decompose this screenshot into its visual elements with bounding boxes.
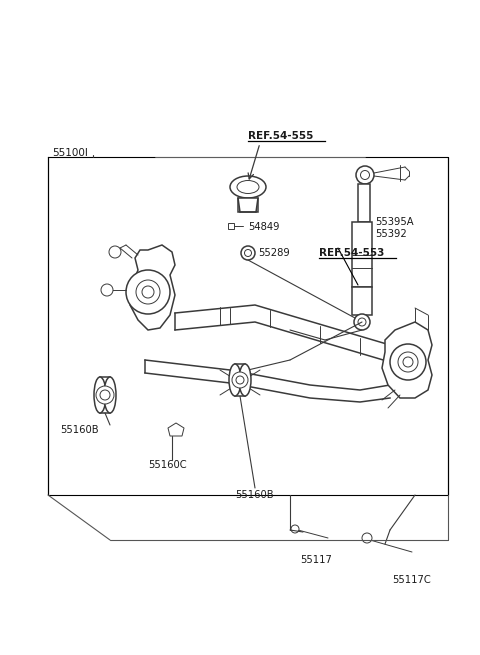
Circle shape (390, 344, 426, 380)
Circle shape (100, 390, 110, 400)
Ellipse shape (230, 176, 266, 198)
Circle shape (101, 284, 113, 296)
Text: 55160B: 55160B (235, 490, 274, 500)
Circle shape (358, 318, 366, 326)
Circle shape (236, 376, 244, 384)
Circle shape (126, 270, 170, 314)
Circle shape (356, 166, 374, 184)
Text: REF.54-555: REF.54-555 (248, 131, 313, 141)
Circle shape (291, 525, 299, 533)
Circle shape (362, 533, 372, 543)
Text: 55117C: 55117C (392, 575, 431, 585)
Ellipse shape (94, 377, 106, 413)
Circle shape (109, 246, 121, 258)
Polygon shape (130, 245, 175, 330)
FancyBboxPatch shape (235, 364, 245, 396)
Circle shape (136, 280, 160, 304)
Circle shape (244, 250, 252, 257)
FancyBboxPatch shape (352, 222, 372, 287)
FancyBboxPatch shape (228, 223, 234, 229)
Text: 55392: 55392 (375, 229, 407, 239)
Text: 55160B: 55160B (60, 425, 98, 435)
FancyBboxPatch shape (358, 184, 370, 222)
Text: 55395A: 55395A (375, 217, 414, 227)
Text: REF.54-553: REF.54-553 (319, 248, 384, 258)
Circle shape (403, 357, 413, 367)
Circle shape (232, 372, 248, 388)
FancyBboxPatch shape (352, 287, 372, 315)
Ellipse shape (229, 364, 241, 396)
Polygon shape (168, 423, 184, 436)
Polygon shape (382, 322, 432, 398)
Text: 55117: 55117 (300, 555, 332, 565)
Circle shape (360, 170, 370, 179)
Ellipse shape (104, 377, 116, 413)
FancyBboxPatch shape (100, 377, 110, 413)
Ellipse shape (239, 364, 251, 396)
Circle shape (142, 286, 154, 298)
Circle shape (96, 386, 114, 404)
Circle shape (241, 246, 255, 260)
Circle shape (354, 314, 370, 330)
Text: 55289: 55289 (258, 248, 290, 258)
Text: 55160C: 55160C (148, 460, 187, 470)
Circle shape (398, 352, 418, 372)
Text: 55100I: 55100I (52, 148, 88, 158)
Text: 54849: 54849 (248, 222, 279, 232)
Ellipse shape (237, 181, 259, 193)
FancyBboxPatch shape (238, 198, 258, 212)
